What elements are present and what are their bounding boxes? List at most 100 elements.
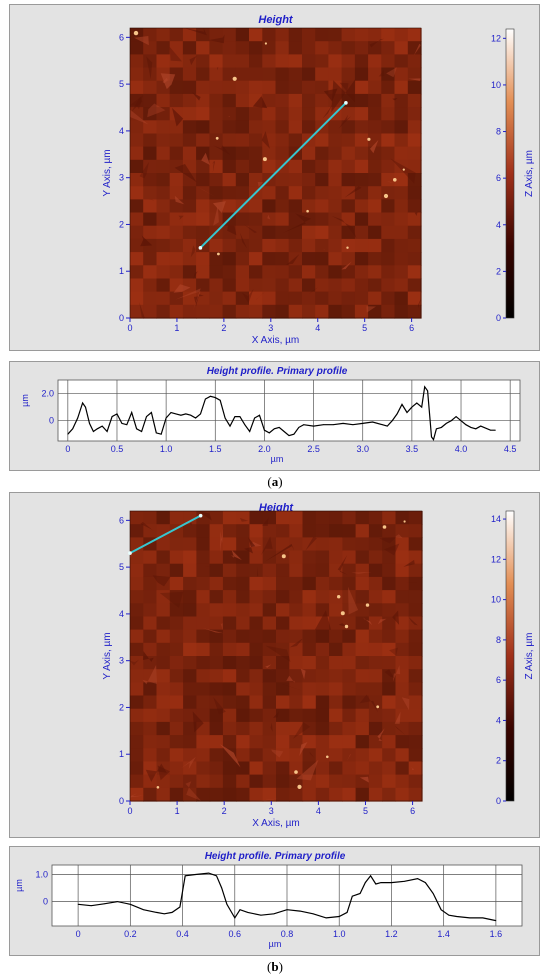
afm-grain (143, 159, 157, 174)
afm-grain-facet (286, 675, 295, 683)
afm-grain (209, 278, 224, 293)
colorbar-tick-label: 10 (491, 80, 501, 90)
afm-grain (382, 537, 397, 552)
afm-grain (209, 656, 224, 670)
afm-grain (354, 93, 369, 108)
afm-grain (382, 721, 397, 736)
afm-grain (315, 748, 330, 763)
x-axis-label: µm (271, 454, 284, 464)
y-tick-label: 0 (119, 796, 124, 806)
afm-grain (342, 656, 357, 670)
afm-grain-facet (130, 95, 143, 110)
afm-grain (408, 761, 423, 776)
afm-grain (143, 787, 158, 802)
afm-grain (169, 80, 184, 95)
afm-grain-facet (267, 214, 271, 220)
afm-grain (262, 748, 277, 763)
afm-grain (382, 590, 397, 604)
afm-grain (381, 93, 396, 108)
afm-grain (130, 563, 144, 578)
x-tick-label: 6 (410, 806, 415, 816)
afm-grain (156, 603, 171, 618)
afm-grain (182, 67, 197, 82)
afm-grain (156, 41, 171, 55)
afm-grain (275, 252, 290, 266)
afm-grain-facet (338, 114, 352, 129)
afm-grain (368, 252, 382, 266)
afm-grain (288, 80, 303, 95)
profile-data-point (445, 423, 447, 424)
afm-grain (196, 107, 210, 121)
afm-grain (236, 511, 251, 525)
afm-grain (249, 576, 264, 591)
afm-grain (236, 537, 251, 552)
afm-grain (289, 656, 304, 670)
afm-grain (236, 761, 251, 776)
profile-scan-line (199, 102, 347, 249)
afm-grain-facet (359, 694, 379, 713)
profile-data-point (234, 416, 236, 417)
afm-grain (368, 67, 382, 82)
afm-grain (249, 642, 264, 657)
afm-grain (169, 186, 184, 200)
afm-grain (249, 761, 264, 776)
afm-grain (249, 212, 263, 227)
afm-grain (354, 186, 369, 200)
afm-grain (182, 54, 197, 69)
afm-grain (130, 278, 144, 293)
afm-grain (288, 225, 303, 240)
afm-grain (315, 41, 329, 55)
afm-grain (342, 603, 357, 618)
afm-grain (236, 550, 251, 565)
afm-grain (222, 93, 237, 108)
afm-grain (143, 67, 157, 82)
afm-grain (249, 550, 264, 565)
afm-grain (341, 186, 356, 200)
afm-grain (183, 787, 197, 802)
afm-grain-facet (169, 46, 182, 62)
afm-grain (288, 278, 303, 293)
afm-grain (381, 67, 396, 82)
colorbar-label: Z Axis, µm (524, 633, 535, 680)
profile-data-point (372, 421, 373, 423)
afm-grain (355, 708, 370, 723)
afm-grain-facet (213, 205, 219, 226)
afm-grain-facet (293, 722, 311, 739)
afm-grain (341, 173, 356, 187)
afm-grain (249, 80, 263, 95)
afm-grain (169, 93, 184, 108)
profile-line-end (198, 513, 203, 518)
afm-grain (275, 265, 290, 280)
afm-grain (209, 265, 224, 280)
afm-grain (315, 669, 330, 683)
afm-grain (130, 524, 144, 538)
afm-grain (302, 735, 317, 749)
afm-grain (354, 173, 369, 187)
afm-grain (276, 563, 290, 578)
afm-grain (381, 199, 396, 214)
afm-grain-facet (143, 651, 154, 662)
afm-grain-facet (305, 537, 317, 551)
afm-grain (209, 304, 224, 319)
afm-grain (341, 133, 356, 148)
afm-grain (395, 748, 410, 763)
afm-grain (368, 721, 383, 736)
afm-grain (407, 291, 422, 306)
afm-grain (130, 576, 144, 591)
afm-grain (222, 616, 237, 631)
afm-grain (209, 550, 224, 565)
afm-grain (222, 199, 237, 214)
afm-grain (288, 67, 303, 82)
afm-grain (368, 278, 382, 293)
afm-grain (354, 41, 369, 55)
afm-grain (382, 761, 397, 776)
afm-grain (302, 537, 317, 552)
afm-grain (130, 225, 144, 240)
y-axis-label: Y Axis, µm (102, 632, 113, 679)
afm-grain (288, 304, 303, 319)
afm-grain (209, 238, 224, 253)
afm-grain (143, 133, 157, 148)
afm-grain (355, 550, 370, 565)
profile-data-point (229, 425, 231, 427)
profile-data-point (421, 406, 423, 408)
